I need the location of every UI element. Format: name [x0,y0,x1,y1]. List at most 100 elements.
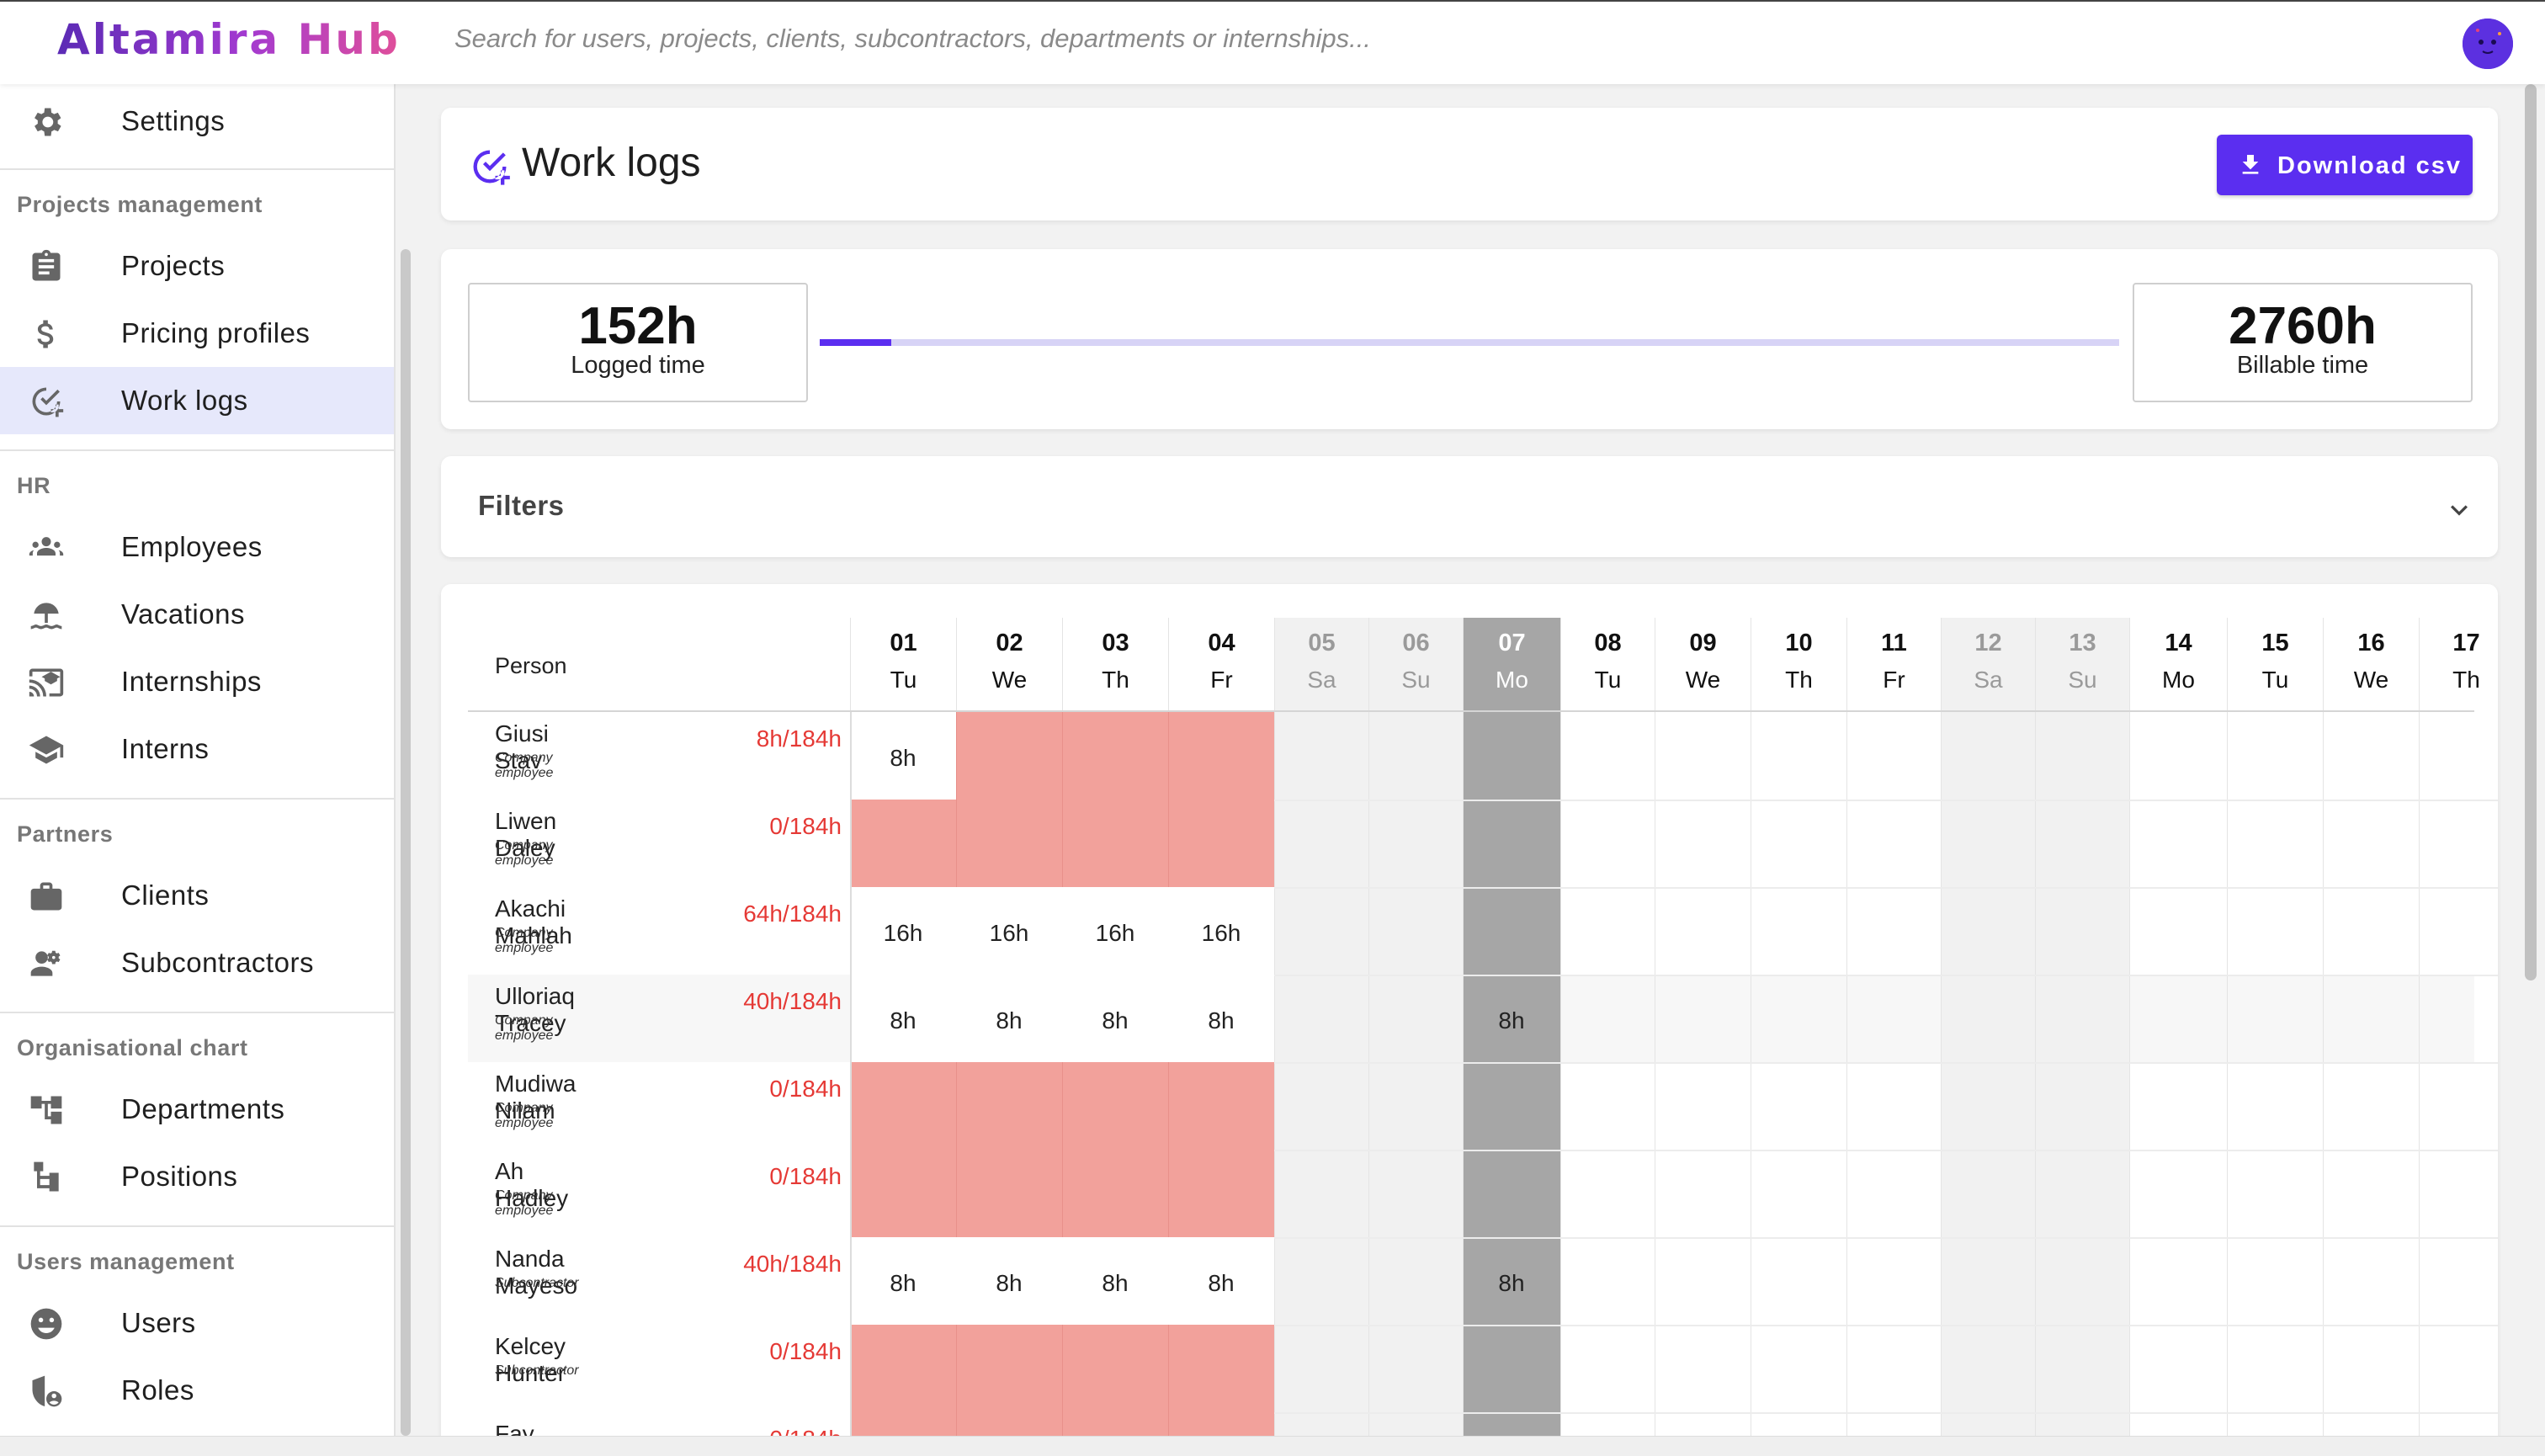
missing-log-cell[interactable] [1062,1325,1168,1412]
sidebar-item-projects[interactable]: Projects [0,232,394,300]
day-header-13[interactable]: 13 Su [2036,618,2129,712]
person-name[interactable]: Giusi Stav [495,720,549,773]
missing-log-cell[interactable] [956,712,1062,800]
missing-log-cell[interactable] [1062,712,1168,800]
missing-log-cell[interactable] [1062,1062,1168,1150]
sidebar-item-interns[interactable]: Interns [0,715,394,783]
main-scrollbar[interactable] [2525,84,2537,980]
day-header-17[interactable]: 17 Th [2420,618,2498,712]
sidebar-item-employees[interactable]: Employees [0,513,394,581]
day-header-02[interactable]: 02 We [957,618,1062,712]
work-log-cell[interactable]: 8h [1062,975,1168,1062]
person-hours-total: 8h/184h [756,725,842,752]
person-name[interactable]: Nanda Mayeso [495,1246,578,1299]
day-header-03[interactable]: 03 Th [1063,618,1168,712]
missing-log-cell[interactable] [956,800,1062,887]
person-name[interactable]: Akachi Mahlah [495,895,572,949]
person-name[interactable]: Mudiwa Nilam [495,1071,576,1124]
sidebar-item-users[interactable]: Users [0,1289,394,1357]
sidebar-item-vacations[interactable]: Vacations [0,581,394,648]
day-weekday: Mo [2162,667,2195,693]
missing-log-cell[interactable] [956,1150,1062,1237]
work-log-cell[interactable]: 16h [1062,887,1168,975]
day-header-10[interactable]: 10 Th [1751,618,1846,712]
day-header-12[interactable]: 12 Sa [1942,618,2035,712]
sidebar-item-label: Work logs [121,385,248,416]
day-weekday: Sa [1307,667,1336,693]
global-search-input[interactable] [454,20,2390,57]
day-header-04[interactable]: 04 Fr [1169,618,1274,712]
work-log-cell[interactable]: 8h [1498,1270,1525,1296]
sidebar-item-positions[interactable]: Positions [0,1143,394,1210]
work-log-cell[interactable]: 16h [956,887,1062,975]
day-header-08[interactable]: 08 Tu [1561,618,1655,712]
sidebar-item-roles[interactable]: Roles [0,1357,394,1424]
sidebar-item-pricing-profiles[interactable]: Pricing profiles [0,300,394,367]
work-log-cell[interactable]: 8h [1168,1237,1274,1325]
missing-log-cell[interactable] [1168,712,1274,800]
person-role: Subcontractor [495,1276,579,1290]
person-hours-total: 0/184h [769,813,842,839]
sidebar-item-departments[interactable]: Departments [0,1076,394,1143]
day-column-13: 13 Su [2035,618,2129,1456]
person-name[interactable]: Kelcey Hunter [495,1333,566,1386]
sidebar-divider [0,1012,394,1013]
day-header-06[interactable]: 06 Su [1369,618,1463,712]
sidebar-divider [0,168,394,170]
missing-log-cell[interactable] [956,1062,1062,1150]
work-log-cell[interactable]: 8h [956,975,1062,1062]
sidebar-scrollbar[interactable] [401,249,411,1436]
missing-log-cell[interactable] [850,800,956,887]
day-number: 14 [2165,630,2192,656]
missing-log-cell[interactable] [1168,1062,1274,1150]
missing-log-cell[interactable] [1168,1150,1274,1237]
day-header-15[interactable]: 15 Tu [2228,618,2323,712]
day-header-05[interactable]: 05 Sa [1275,618,1368,712]
filters-panel[interactable]: Filters [441,456,2498,557]
missing-log-cell[interactable] [1168,800,1274,887]
work-log-cell[interactable]: 16h [1168,887,1274,975]
missing-log-cell[interactable] [850,1062,956,1150]
person-name[interactable]: Ulloriaq Tracey [495,983,575,1036]
work-log-cell[interactable]: 8h [850,975,956,1062]
sidebar-item-label: Departments [121,1093,285,1124]
sidebar-item-internships[interactable]: Internships [0,648,394,715]
person-name[interactable]: Ah Hadley [495,1158,569,1211]
day-weekday: Mo [1496,667,1528,693]
chevron-down-icon[interactable] [2442,493,2476,527]
sidebar-item-label: Interns [121,733,210,764]
sidebar-item-settings[interactable]: Settings [0,88,394,155]
missing-log-cell[interactable] [1168,1325,1274,1412]
app-logo[interactable]: Altamira Hub [57,15,401,64]
work-log-cell[interactable]: 8h [1168,975,1274,1062]
day-header-16[interactable]: 16 We [2324,618,2419,712]
day-header-14[interactable]: 14 Mo [2130,618,2227,712]
person-role: Company employee [495,751,554,780]
day-header-01[interactable]: 01 Tu [851,618,956,712]
person-role: Company employee [495,1188,554,1218]
missing-log-cell[interactable] [1062,800,1168,887]
user-avatar[interactable] [2463,19,2513,69]
sidebar-item-clients[interactable]: Clients [0,862,394,929]
work-log-cell[interactable]: 8h [956,1237,1062,1325]
day-header-07[interactable]: 07 Mo [1464,618,1560,712]
time-progress-bar [820,339,2119,346]
missing-log-cell[interactable] [956,1325,1062,1412]
day-header-11[interactable]: 11 Fr [1847,618,1941,712]
day-column-05: 05 Sa [1274,618,1368,1456]
work-log-cell[interactable]: 8h [850,1237,956,1325]
day-number: 13 [2069,630,2096,656]
missing-log-cell[interactable] [850,1325,956,1412]
work-log-cell[interactable]: 16h [850,887,956,975]
sidebar-item-work-logs[interactable]: Work logs [0,367,394,434]
work-log-cell[interactable]: 8h [1062,1237,1168,1325]
missing-log-cell[interactable] [1062,1150,1168,1237]
day-header-09[interactable]: 09 We [1655,618,1751,712]
sidebar-item-subcontractors[interactable]: Subcontractors [0,929,394,996]
person-name[interactable]: Liwen Daley [495,808,557,861]
briefcase-icon [27,877,66,916]
missing-log-cell[interactable] [850,1150,956,1237]
work-log-cell[interactable]: 8h [850,712,956,800]
work-log-cell[interactable]: 8h [1498,1007,1525,1034]
download-csv-button[interactable]: Download csv [2217,135,2473,195]
